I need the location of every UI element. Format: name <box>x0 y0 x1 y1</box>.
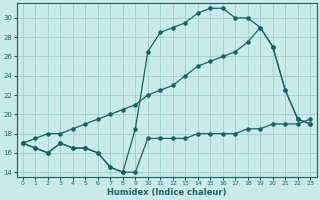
X-axis label: Humidex (Indice chaleur): Humidex (Indice chaleur) <box>107 188 226 197</box>
